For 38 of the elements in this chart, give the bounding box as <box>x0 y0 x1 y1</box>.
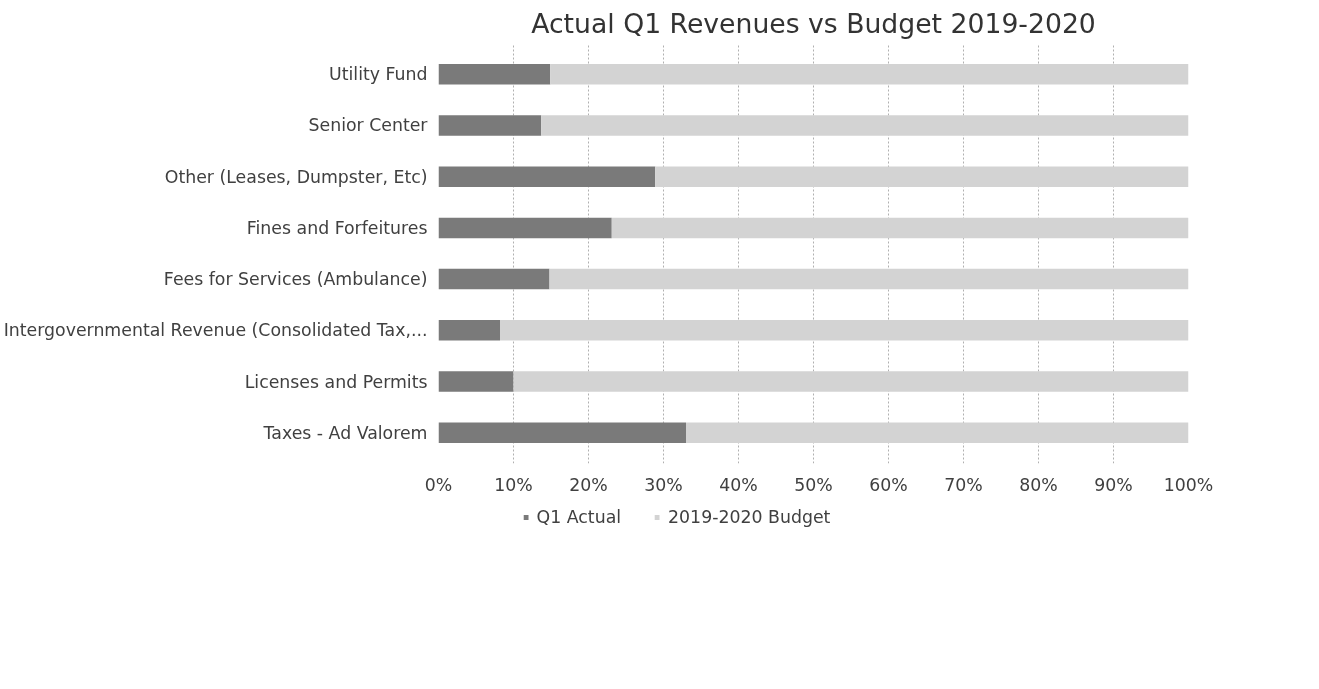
y-tick-label: Taxes - Ad Valorem <box>262 422 428 443</box>
x-tick-label: 0% <box>424 474 453 495</box>
y-tick-label: Fees for Services (Ambulance) <box>163 269 428 290</box>
bar <box>438 217 612 239</box>
x-tick-label: 100% <box>1163 474 1214 495</box>
y-tick-label: Utility Fund <box>329 64 428 85</box>
bar <box>541 115 1189 136</box>
bar <box>655 166 1189 187</box>
bar <box>438 371 514 392</box>
y-tick-label: Other (Leases, Dumpster, Etc) <box>164 166 428 187</box>
y-tick-label: Senior Center <box>308 115 429 136</box>
bar <box>549 268 1189 290</box>
bar <box>438 166 656 187</box>
bar <box>513 371 1189 392</box>
x-tick-label: 50% <box>794 474 833 495</box>
bar <box>438 63 551 85</box>
bar <box>550 63 1189 85</box>
bar <box>438 115 542 136</box>
bar <box>500 320 1189 341</box>
bar <box>438 268 550 290</box>
x-tick-label: 90% <box>1094 474 1133 495</box>
x-tick-label: 30% <box>644 474 683 495</box>
legend-label: Q1 Actual <box>536 507 622 527</box>
x-tick-label: 60% <box>869 474 908 495</box>
bar <box>438 320 500 341</box>
x-tick-label: 40% <box>719 474 758 495</box>
y-tick-label: Fines and Forfeitures <box>246 217 428 238</box>
bar <box>611 217 1189 239</box>
x-tick-label: 80% <box>1019 474 1058 495</box>
y-tick-label: Intergovernmental Revenue (Consolidated Tax,... <box>3 320 428 341</box>
legend-label: 2019-2020 Budget <box>668 507 831 527</box>
x-tick-label: 70% <box>944 474 983 495</box>
bar <box>686 422 1189 444</box>
x-tick-label: 10% <box>494 474 533 495</box>
x-tick-label: 20% <box>569 474 608 495</box>
chart-title: Actual Q1 Revenues vs Budget 2019-2020 <box>531 7 1096 39</box>
bar <box>438 422 686 444</box>
y-tick-label: Licenses and Permits <box>244 371 428 392</box>
